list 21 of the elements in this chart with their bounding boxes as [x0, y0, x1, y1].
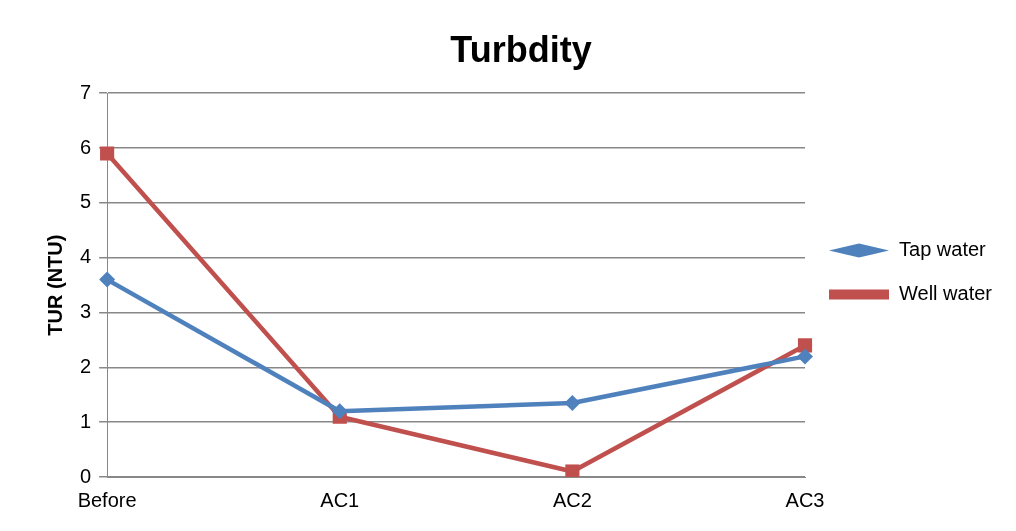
x-tick-label: AC3 [785, 488, 825, 511]
chart-title: Turbdity [450, 28, 592, 70]
y-tick-label: 6 [80, 135, 92, 158]
y-tick-label: 5 [80, 190, 92, 213]
y-axis-title: TUR (NTU) [43, 234, 66, 336]
y-tick-label: 0 [80, 464, 92, 487]
y-tick-label: 1 [80, 409, 92, 432]
point [99, 271, 116, 288]
x-tick-label: AC1 [320, 488, 360, 511]
point [797, 348, 814, 365]
y-tick-label: 7 [80, 80, 92, 103]
point [564, 394, 581, 411]
legend-label: Tap water [899, 238, 987, 261]
x-tick-label: Before [77, 488, 137, 511]
y-tick-label: 2 [80, 354, 92, 377]
y-tick-label: 4 [80, 245, 92, 268]
legend-label: Well water [899, 282, 993, 305]
y-tick-label: 3 [80, 300, 92, 323]
x-tick-label: AC2 [552, 488, 592, 511]
point [565, 464, 580, 477]
point [331, 403, 348, 420]
